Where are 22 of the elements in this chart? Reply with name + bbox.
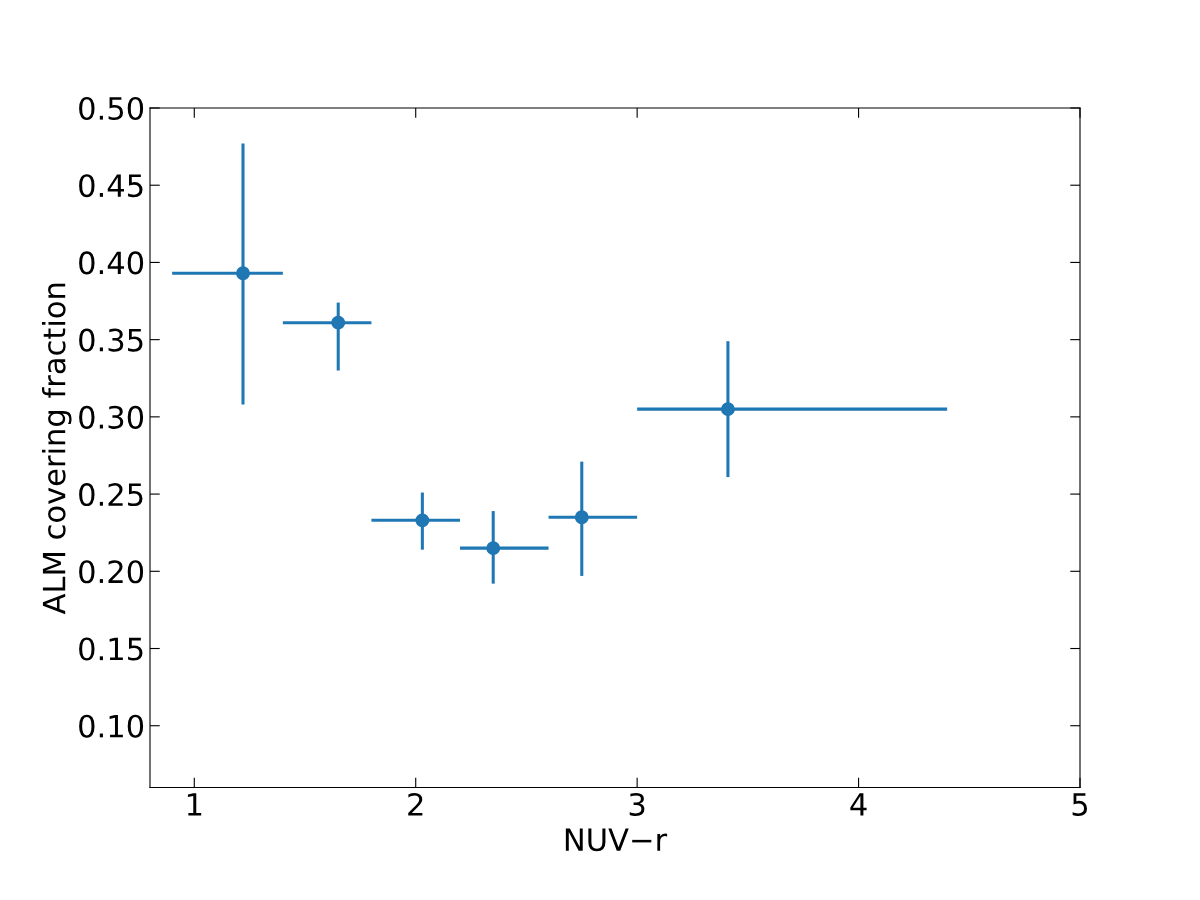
y-tick-label: 0.40: [79, 251, 144, 275]
point: [415, 513, 430, 528]
x-tick-label: 2: [408, 792, 423, 816]
x-tick-label: 4: [850, 793, 867, 816]
x-axis-title: NUV−r: [565, 828, 668, 852]
x-tick-label: 3: [629, 792, 645, 817]
y-tick-label: 0.30: [79, 405, 144, 429]
y-axis-title: ALM covering fraction: [41, 283, 72, 615]
point: [486, 541, 501, 556]
point: [720, 402, 735, 417]
y-tick-label: 0.10: [79, 714, 144, 738]
point: [574, 510, 589, 525]
y-tick-label: 0.45: [79, 174, 143, 198]
y-tick-label: 0.25: [79, 483, 143, 507]
y-tick-label: 0.20: [79, 560, 144, 584]
point: [236, 266, 250, 281]
y-tick-label: 0.50: [79, 96, 144, 121]
x-tick-label: 1: [187, 793, 202, 816]
y-tick-label: 0.35: [79, 328, 143, 352]
point: [331, 315, 346, 330]
y-tick-label: 0.15: [79, 637, 143, 661]
x-tick-label: 5: [1072, 793, 1088, 817]
